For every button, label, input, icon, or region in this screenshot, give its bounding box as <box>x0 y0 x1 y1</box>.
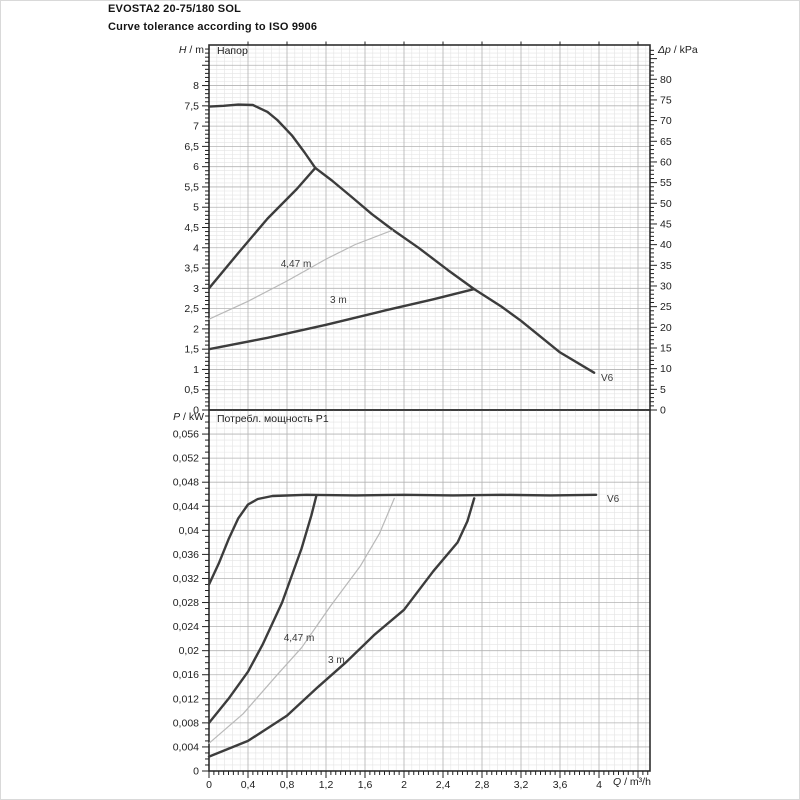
head-chart: 00,511,522,533,544,555,566,577,580510152… <box>184 41 672 417</box>
svg-text:60: 60 <box>660 156 672 168</box>
svg-text:1,6: 1,6 <box>358 779 373 791</box>
svg-text:0,024: 0,024 <box>173 621 199 633</box>
svg-text:65: 65 <box>660 136 672 148</box>
svg-text:3,6: 3,6 <box>553 779 568 791</box>
svg-text:0,04: 0,04 <box>179 525 200 537</box>
power-curve-3-m <box>207 497 476 758</box>
head-chart-curves <box>207 103 596 374</box>
svg-text:75: 75 <box>660 94 672 106</box>
svg-text:3: 3 <box>193 283 199 295</box>
power-chart-title: Потребл. мощность P1 <box>217 413 329 425</box>
svg-text:1: 1 <box>193 364 199 376</box>
head-curve-label-3m: 3 m <box>330 295 347 306</box>
svg-text:50: 50 <box>660 198 672 210</box>
power-curve-label-v6: V6 <box>607 494 620 505</box>
svg-text:0,4: 0,4 <box>241 779 256 791</box>
svg-text:6,5: 6,5 <box>184 141 199 153</box>
svg-text:0,02: 0,02 <box>179 645 200 657</box>
svg-text:35: 35 <box>660 260 672 272</box>
page-subtitle: Curve tolerance according to ISO 9906 <box>108 21 318 33</box>
svg-text:0,052: 0,052 <box>173 453 199 465</box>
svg-text:40: 40 <box>660 239 672 251</box>
svg-text:7: 7 <box>193 121 199 133</box>
svg-text:0,044: 0,044 <box>173 501 199 513</box>
svg-text:0,056: 0,056 <box>173 429 199 441</box>
svg-text:0,048: 0,048 <box>173 477 199 489</box>
svg-text:45: 45 <box>660 218 672 230</box>
power-curve-label-3m: 3 m <box>328 655 345 666</box>
power-chart: 0 0,004 0,008 0,012 0,016 0,02 0,024 0,028 0,032… <box>173 409 651 791</box>
svg-text:0,5: 0,5 <box>184 384 199 396</box>
svg-text:0: 0 <box>193 766 199 778</box>
svg-text:0,008: 0,008 <box>173 717 199 729</box>
svg-text:1,5: 1,5 <box>184 344 199 356</box>
page-title: EVOSTA2 20-75/180 SOL <box>108 3 241 15</box>
svg-text:4,5: 4,5 <box>184 222 199 234</box>
svg-text:6: 6 <box>193 161 199 173</box>
svg-text:2,8: 2,8 <box>475 779 490 791</box>
head-axis-label: H / m <box>178 44 204 56</box>
svg-text:15: 15 <box>660 342 672 354</box>
control-range-upper-boundary <box>207 166 317 290</box>
svg-text:80: 80 <box>660 74 672 86</box>
svg-text:0: 0 <box>193 405 199 417</box>
svg-text:10: 10 <box>660 363 672 375</box>
svg-text:0,032: 0,032 <box>173 573 199 585</box>
power-curve-4-47-m <box>208 497 395 744</box>
svg-text:7,5: 7,5 <box>184 100 199 112</box>
power-chart-curves <box>207 493 598 758</box>
svg-text:5: 5 <box>660 384 666 396</box>
flow-axis-label: Q / m³/h <box>613 776 651 788</box>
svg-text:4: 4 <box>596 779 602 791</box>
svg-text:5: 5 <box>193 202 199 214</box>
svg-text:0,036: 0,036 <box>173 549 199 561</box>
max-speed-power-curve <box>207 493 598 586</box>
svg-text:30: 30 <box>660 280 672 292</box>
svg-text:4: 4 <box>193 242 199 254</box>
svg-text:2: 2 <box>401 779 407 791</box>
svg-text:3,5: 3,5 <box>184 263 199 275</box>
svg-text:0,016: 0,016 <box>173 669 199 681</box>
curve-3-m <box>207 287 476 351</box>
svg-text:0,028: 0,028 <box>173 597 199 609</box>
head-chart-title: Напор <box>217 45 248 57</box>
svg-text:0: 0 <box>660 405 666 417</box>
svg-text:8: 8 <box>193 80 199 92</box>
svg-text:1,2: 1,2 <box>319 779 334 791</box>
svg-text:2: 2 <box>193 323 199 335</box>
power-curve-label-4-47m: 4,47 m <box>283 633 315 644</box>
svg-text:2,4: 2,4 <box>436 779 451 791</box>
curve-4-47-m <box>208 229 393 320</box>
svg-text:3,2: 3,2 <box>514 779 529 791</box>
svg-text:20: 20 <box>660 322 672 334</box>
svg-text:70: 70 <box>660 115 672 127</box>
max-speed-head-curve <box>207 103 596 374</box>
svg-text:0: 0 <box>206 779 212 791</box>
svg-text:0,8: 0,8 <box>280 779 295 791</box>
svg-text:2,5: 2,5 <box>184 303 199 315</box>
power-upper-boundary <box>207 494 318 725</box>
svg-text:5,5: 5,5 <box>184 181 199 193</box>
svg-text:0,012: 0,012 <box>173 693 199 705</box>
svg-text:0,004: 0,004 <box>173 741 199 753</box>
head-curve-label-4-47m: 4,47 m <box>280 259 312 270</box>
head-curve-label-v6: V6 <box>601 373 614 384</box>
power-axis-label: P / kW <box>173 411 204 423</box>
pressure-axis-label: Δp / kPa <box>658 44 698 56</box>
svg-text:55: 55 <box>660 177 672 189</box>
svg-text:25: 25 <box>660 301 672 313</box>
